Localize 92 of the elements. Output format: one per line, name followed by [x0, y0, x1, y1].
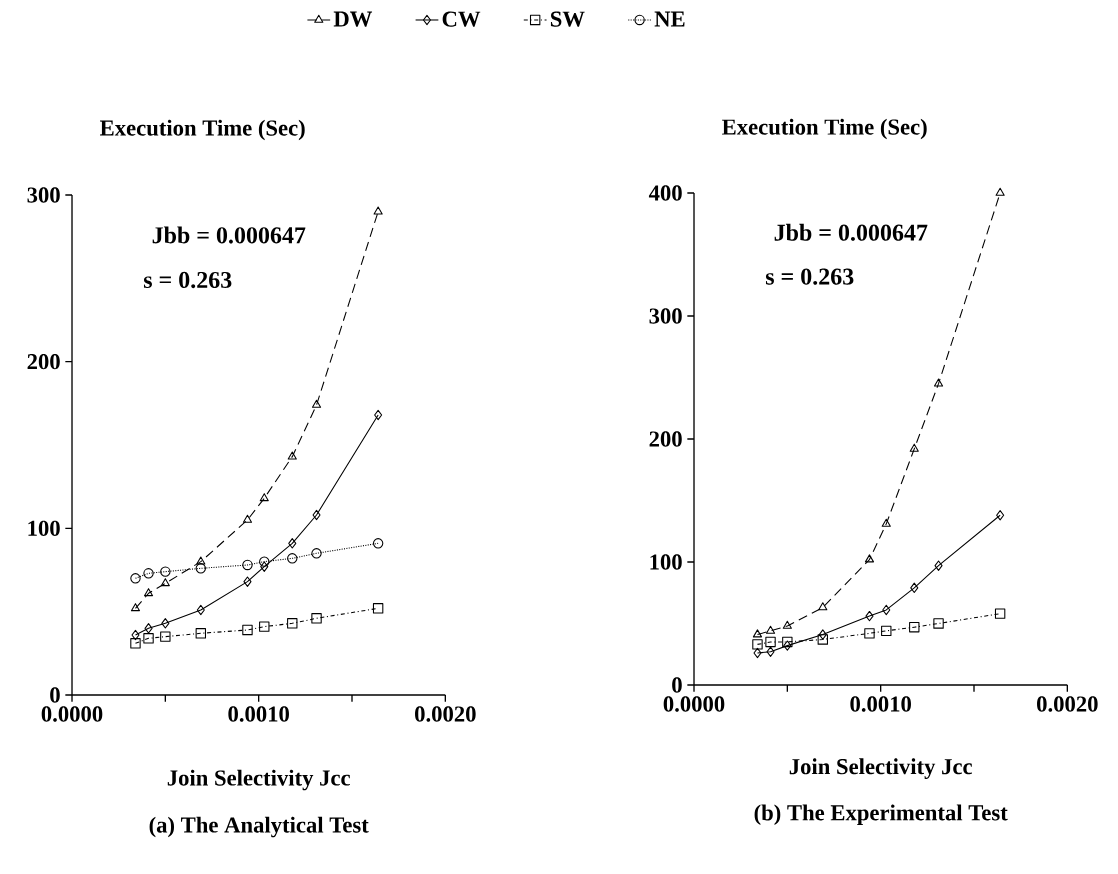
y-tick-label: 0 [50, 687, 60, 703]
y-tick-label: 300 [27, 187, 60, 203]
point [994, 608, 1006, 619]
point [242, 514, 253, 523]
annotation: Jbb = 0.000647 [774, 223, 928, 241]
point [933, 378, 944, 387]
x-axis-title: Join Selectivity Jcc [167, 769, 350, 791]
legend-label: SW [550, 11, 585, 27]
point [259, 621, 270, 632]
point [909, 443, 919, 452]
annotation: Jbb = 0.000647 [152, 226, 306, 244]
x-tick-label: 0.0020 [415, 706, 476, 722]
point [287, 451, 297, 460]
point [259, 493, 269, 502]
point [752, 639, 763, 650]
point [312, 509, 321, 521]
point [782, 620, 792, 629]
legend-label: CW [442, 11, 481, 27]
point [160, 631, 171, 642]
x-tick-label: 0.0010 [228, 706, 289, 722]
point [311, 399, 322, 408]
point [372, 538, 384, 549]
point [372, 603, 384, 614]
y-tick-label: 400 [648, 185, 682, 201]
point [818, 629, 827, 640]
point [933, 618, 944, 629]
point [881, 518, 891, 527]
annotation: s = 0.263 [143, 271, 232, 289]
y-tick-label: 200 [27, 354, 60, 370]
y-tick-label: 100 [650, 554, 682, 570]
point [765, 636, 776, 648]
point [195, 628, 207, 639]
point [765, 625, 776, 634]
point [143, 588, 154, 597]
point [144, 623, 153, 634]
x-tick-label: 0.0000 [41, 706, 103, 722]
point [288, 538, 297, 549]
point [311, 548, 322, 559]
text: (b) The Experimental Test [754, 804, 1008, 826]
point [782, 636, 793, 648]
point [131, 629, 140, 641]
point [161, 618, 170, 629]
point [753, 647, 762, 659]
point [881, 625, 892, 637]
point [196, 604, 205, 616]
point [818, 602, 828, 611]
point [130, 573, 141, 584]
y-axis-title: Execution Time (Sec) [722, 118, 927, 140]
y-tick-label: 100 [28, 520, 60, 536]
point [373, 206, 383, 215]
point [196, 556, 206, 565]
point [817, 634, 829, 645]
x-tick-label: 0.0010 [850, 696, 911, 712]
x-tick-label: 0.0000 [663, 696, 725, 712]
point [243, 576, 252, 587]
point [259, 556, 270, 567]
point [996, 510, 1005, 521]
point [909, 621, 920, 633]
annotation: s = 0.263 [765, 268, 854, 285]
point [910, 582, 919, 594]
point [882, 604, 891, 616]
point [374, 409, 383, 421]
point [130, 638, 141, 649]
point [287, 618, 298, 629]
point [311, 613, 322, 624]
point [783, 640, 792, 651]
point [130, 603, 141, 612]
point [195, 563, 207, 574]
legend-label: DW [333, 11, 373, 27]
legend-label: NE [654, 11, 685, 27]
point [752, 629, 763, 638]
point [242, 559, 253, 571]
point [143, 633, 154, 644]
point [864, 628, 875, 639]
point [865, 610, 874, 622]
x-axis-title: Join Selectivity Jcc [789, 758, 972, 779]
point [160, 578, 170, 587]
y-tick-label: 300 [649, 308, 682, 324]
point [242, 624, 253, 636]
point [160, 566, 171, 577]
point [260, 561, 269, 572]
point [995, 187, 1005, 196]
point [287, 553, 298, 564]
y-tick-label: 0 [672, 677, 682, 693]
x-tick-label: 0.0020 [1037, 696, 1098, 712]
y-axis-title: Execution Time (Sec) [100, 119, 305, 141]
point [143, 568, 154, 579]
point [766, 646, 775, 657]
point [934, 560, 943, 571]
text: (a) The Analytical Test [149, 816, 369, 838]
point [864, 554, 875, 563]
y-tick-label: 200 [649, 431, 682, 447]
